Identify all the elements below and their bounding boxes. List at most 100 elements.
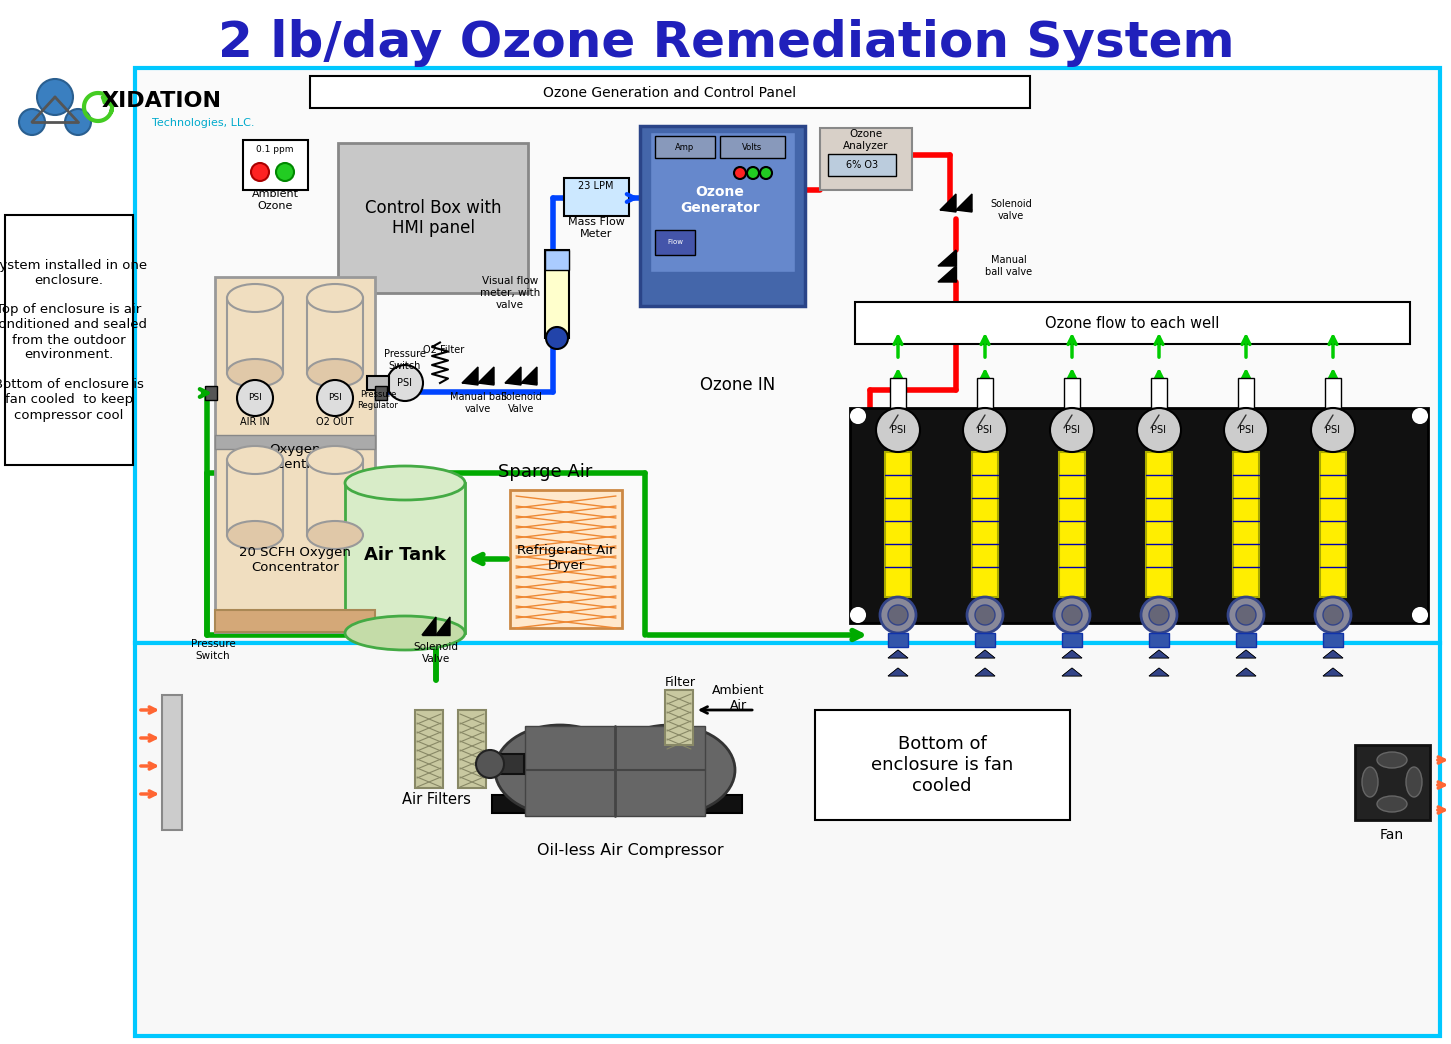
Circle shape bbox=[546, 327, 567, 349]
Polygon shape bbox=[1323, 650, 1344, 658]
Circle shape bbox=[1236, 606, 1257, 625]
Text: XIDATION: XIDATION bbox=[102, 91, 222, 111]
Text: PSI: PSI bbox=[978, 425, 992, 435]
Polygon shape bbox=[461, 367, 477, 383]
FancyBboxPatch shape bbox=[815, 710, 1069, 820]
Text: 20 SCFH Oxygen
Concentrator: 20 SCFH Oxygen Concentrator bbox=[239, 546, 351, 574]
Text: PSI: PSI bbox=[891, 425, 905, 435]
FancyBboxPatch shape bbox=[889, 378, 905, 408]
Polygon shape bbox=[477, 367, 493, 383]
FancyBboxPatch shape bbox=[509, 490, 622, 628]
Text: Manual ball
valve: Manual ball valve bbox=[450, 393, 506, 413]
Ellipse shape bbox=[605, 725, 736, 815]
Polygon shape bbox=[956, 210, 972, 212]
Text: Ambient
Air: Ambient Air bbox=[712, 684, 765, 712]
FancyBboxPatch shape bbox=[415, 710, 443, 788]
Circle shape bbox=[1413, 409, 1426, 423]
Polygon shape bbox=[937, 266, 956, 282]
Polygon shape bbox=[1236, 668, 1257, 677]
Text: Volts: Volts bbox=[741, 142, 762, 151]
Ellipse shape bbox=[1377, 796, 1407, 812]
FancyBboxPatch shape bbox=[1146, 452, 1172, 597]
Circle shape bbox=[251, 163, 268, 181]
Text: Control Box with
HMI panel: Control Box with HMI panel bbox=[364, 198, 501, 237]
Polygon shape bbox=[937, 250, 956, 266]
FancyBboxPatch shape bbox=[1236, 633, 1257, 647]
Text: Pressure
Switch: Pressure Switch bbox=[190, 639, 235, 661]
Ellipse shape bbox=[345, 466, 464, 500]
Text: PSI: PSI bbox=[1239, 425, 1254, 435]
Circle shape bbox=[1149, 606, 1170, 625]
FancyBboxPatch shape bbox=[1064, 378, 1080, 408]
FancyBboxPatch shape bbox=[977, 378, 992, 408]
FancyBboxPatch shape bbox=[1355, 745, 1431, 820]
Polygon shape bbox=[461, 383, 477, 385]
FancyBboxPatch shape bbox=[215, 435, 374, 449]
Circle shape bbox=[760, 167, 772, 179]
FancyBboxPatch shape bbox=[640, 126, 805, 306]
Polygon shape bbox=[1236, 650, 1257, 658]
FancyBboxPatch shape bbox=[885, 452, 911, 597]
Polygon shape bbox=[1323, 668, 1344, 677]
Polygon shape bbox=[1323, 668, 1344, 677]
Polygon shape bbox=[975, 650, 995, 658]
Text: Ambient
Ozone: Ambient Ozone bbox=[251, 189, 299, 211]
Polygon shape bbox=[940, 194, 956, 210]
FancyBboxPatch shape bbox=[1151, 378, 1167, 408]
Circle shape bbox=[1228, 597, 1264, 633]
FancyBboxPatch shape bbox=[1062, 633, 1082, 647]
Text: Bottom of
enclosure is fan
cooled: Bottom of enclosure is fan cooled bbox=[871, 735, 1013, 794]
FancyBboxPatch shape bbox=[546, 250, 569, 270]
FancyBboxPatch shape bbox=[1325, 378, 1341, 408]
Circle shape bbox=[36, 79, 73, 115]
Circle shape bbox=[1312, 408, 1355, 452]
Text: Pressure
Regulator: Pressure Regulator bbox=[357, 390, 399, 409]
Polygon shape bbox=[975, 668, 995, 677]
Circle shape bbox=[975, 606, 995, 625]
Text: Oil-less Air Compressor: Oil-less Air Compressor bbox=[537, 843, 723, 857]
Circle shape bbox=[1225, 408, 1268, 452]
Text: Oxygen
Concentrator: Oxygen Concentrator bbox=[251, 443, 340, 471]
Circle shape bbox=[276, 163, 295, 181]
FancyBboxPatch shape bbox=[650, 132, 795, 272]
FancyBboxPatch shape bbox=[215, 610, 374, 632]
Text: Air Tank: Air Tank bbox=[364, 546, 445, 564]
Text: PSI: PSI bbox=[1326, 425, 1341, 435]
Polygon shape bbox=[940, 210, 956, 212]
Ellipse shape bbox=[308, 446, 363, 474]
FancyBboxPatch shape bbox=[215, 277, 374, 632]
Text: Flow: Flow bbox=[667, 239, 683, 245]
Circle shape bbox=[19, 109, 45, 135]
Circle shape bbox=[316, 380, 353, 416]
FancyBboxPatch shape bbox=[485, 754, 524, 774]
Text: Ozone
Analyzer: Ozone Analyzer bbox=[843, 129, 889, 150]
FancyBboxPatch shape bbox=[459, 710, 486, 788]
Polygon shape bbox=[1062, 650, 1082, 658]
Text: Ozone flow to each well: Ozone flow to each well bbox=[1045, 315, 1219, 331]
Ellipse shape bbox=[1406, 767, 1422, 797]
FancyBboxPatch shape bbox=[1059, 452, 1085, 597]
Polygon shape bbox=[422, 617, 435, 635]
FancyBboxPatch shape bbox=[135, 68, 1439, 643]
FancyBboxPatch shape bbox=[525, 726, 705, 816]
Circle shape bbox=[966, 597, 1003, 633]
Text: Mass Flow
Meter: Mass Flow Meter bbox=[567, 217, 624, 239]
Text: PSI: PSI bbox=[398, 378, 412, 388]
Circle shape bbox=[876, 408, 920, 452]
Circle shape bbox=[1051, 408, 1094, 452]
Text: 2 lb/day Ozone Remediation System: 2 lb/day Ozone Remediation System bbox=[218, 19, 1235, 67]
FancyBboxPatch shape bbox=[374, 386, 387, 400]
Circle shape bbox=[65, 109, 91, 135]
Circle shape bbox=[734, 167, 746, 179]
Text: PSI: PSI bbox=[248, 394, 261, 403]
FancyBboxPatch shape bbox=[242, 140, 308, 190]
FancyBboxPatch shape bbox=[1149, 633, 1170, 647]
Polygon shape bbox=[1062, 668, 1082, 677]
Text: Ozone IN: Ozone IN bbox=[699, 376, 775, 394]
FancyBboxPatch shape bbox=[1323, 633, 1344, 647]
Text: Technologies, LLC.: Technologies, LLC. bbox=[152, 118, 254, 128]
Text: PSI: PSI bbox=[1152, 425, 1167, 435]
Circle shape bbox=[1053, 597, 1090, 633]
Text: Solenoid
Valve: Solenoid Valve bbox=[414, 642, 459, 664]
FancyBboxPatch shape bbox=[720, 136, 785, 158]
